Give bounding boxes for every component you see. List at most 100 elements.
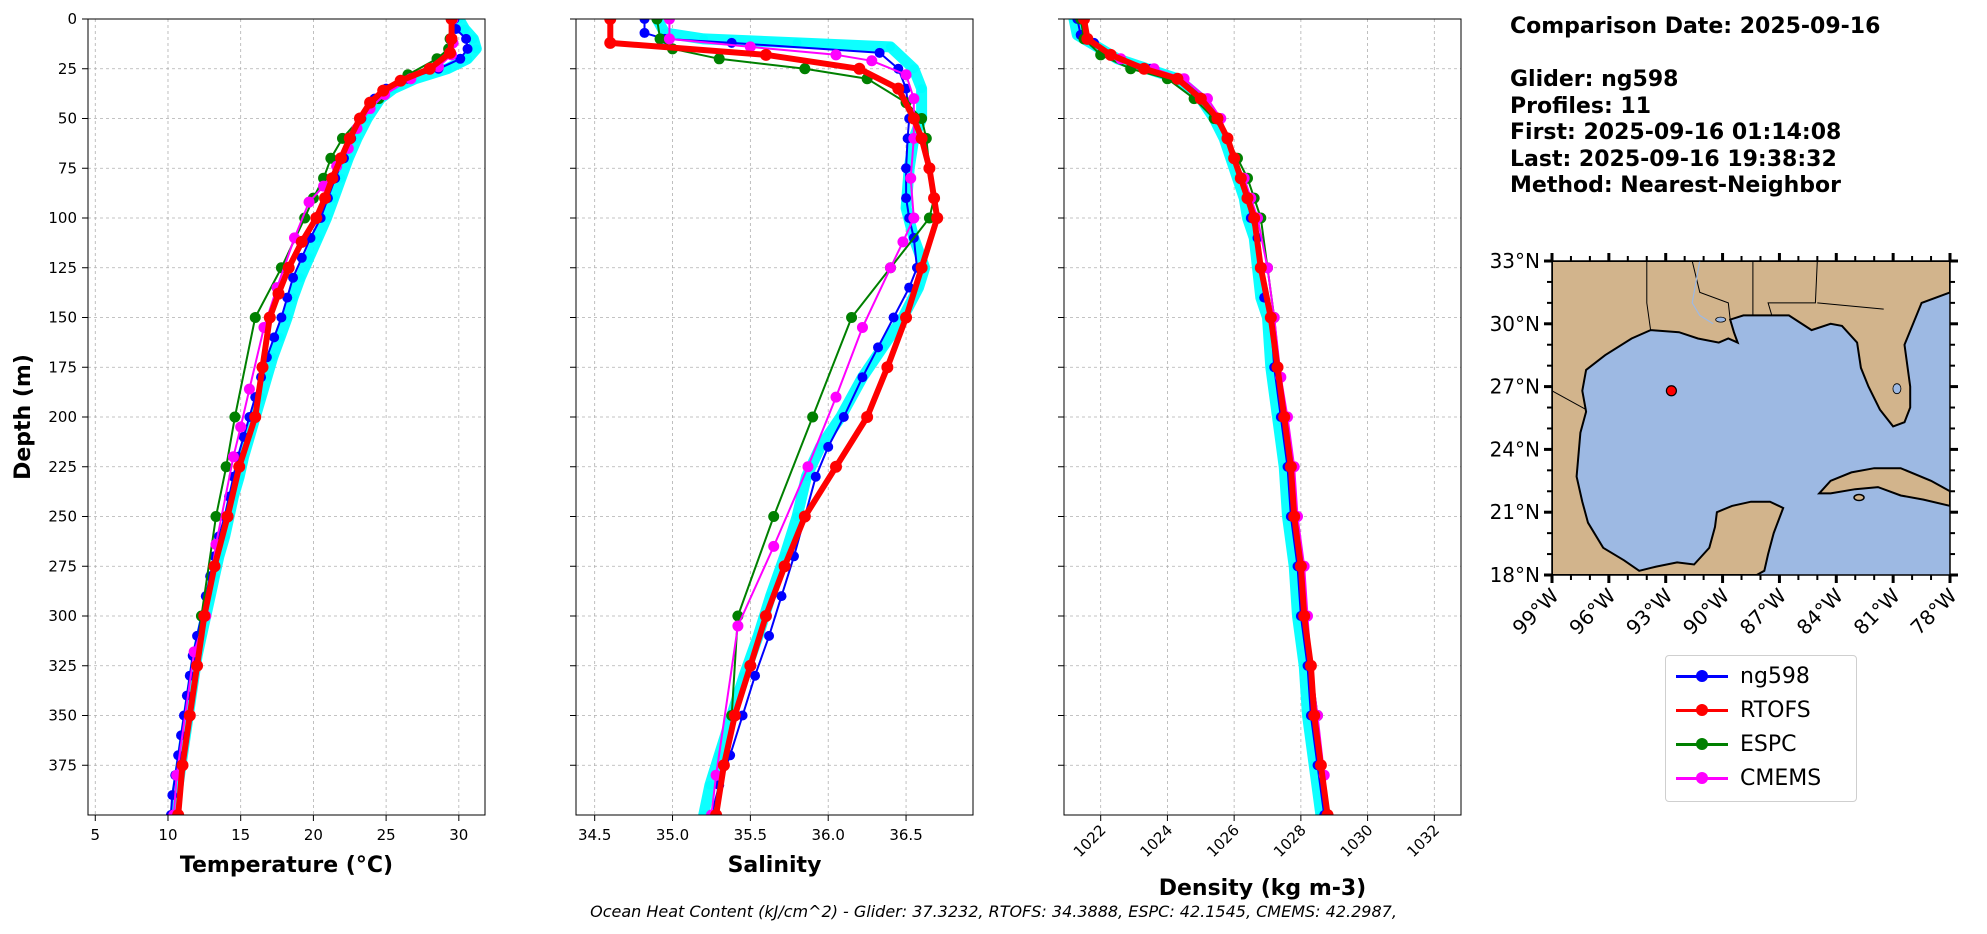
map-lon-label: 87°W	[1735, 583, 1791, 639]
data-point	[462, 43, 473, 54]
data-point	[288, 272, 299, 283]
data-point	[873, 342, 884, 353]
map-lat-label: 30°N	[1490, 312, 1540, 336]
map-lon-label: 90°W	[1678, 583, 1734, 639]
legend-swatch	[1676, 695, 1728, 725]
data-point	[1138, 62, 1151, 75]
data-point	[908, 93, 920, 105]
data-point	[792, 38, 802, 48]
data-point	[1294, 560, 1307, 573]
y-tick-label: 50	[58, 110, 77, 128]
data-point	[1284, 460, 1297, 473]
profile-panel-2: 34.5 35.0 35.5 36.0 36.5 Salinity	[570, 18, 974, 878]
data-point	[915, 132, 928, 145]
data-point	[343, 132, 356, 145]
series-ng598-profiles	[651, 19, 931, 815]
series-ng598	[639, 19, 922, 815]
data-point	[455, 53, 466, 64]
data-point	[815, 442, 825, 452]
series-line	[175, 19, 455, 815]
x-tick-label: 1030	[1337, 821, 1377, 861]
data-point	[654, 33, 666, 45]
data-point	[249, 411, 262, 423]
border-line	[1646, 261, 1652, 331]
map-lat-label: 18°N	[1490, 563, 1540, 587]
data-point	[776, 591, 787, 602]
legend-label: ng598	[1740, 663, 1810, 689]
data-point	[888, 312, 899, 323]
map-lat-label: 21°N	[1490, 500, 1540, 524]
data-point	[1221, 132, 1234, 145]
data-point	[243, 383, 255, 395]
data-point	[710, 809, 723, 815]
data-point	[732, 620, 744, 632]
data-point	[900, 69, 912, 81]
data-point	[728, 709, 741, 722]
profile-count: Profiles: 11	[1510, 93, 1652, 119]
data-point	[829, 460, 842, 473]
data-point	[461, 33, 472, 44]
land-cuba	[1816, 467, 1950, 507]
x-tick-label: 1028	[1270, 821, 1310, 861]
data-point	[272, 287, 285, 300]
data-point	[1278, 411, 1291, 423]
legend-label: CMEMS	[1740, 765, 1822, 791]
data-point	[1288, 510, 1301, 523]
x-tick-label: 1024	[1137, 821, 1177, 861]
data-point	[639, 27, 650, 38]
x-tick-label: 35.0	[656, 826, 689, 844]
data-point	[1308, 709, 1321, 722]
series-rtofs	[172, 19, 458, 815]
data-point	[768, 511, 780, 522]
x-tick-label: 1026	[1203, 821, 1243, 861]
data-point	[900, 311, 913, 324]
comparison-date: Comparison Date: 2025-09-16	[1510, 14, 1881, 39]
data-point	[802, 461, 814, 473]
legend-label: ESPC	[1740, 731, 1797, 757]
data-point	[759, 48, 772, 61]
x-tick-label: 30	[449, 826, 468, 844]
map-lat-label: 27°N	[1490, 375, 1540, 399]
y-axis-label: Depth (m)	[11, 354, 36, 480]
profile-panel-3: 1022 1024 1026 1028 1030 1032 Density (kg m-3)	[1058, 18, 1462, 901]
data-point	[282, 261, 295, 274]
data-point	[846, 312, 858, 323]
data-point	[233, 460, 246, 473]
data-point	[759, 610, 772, 622]
data-point	[798, 510, 811, 523]
series-ng598-profiles	[169, 19, 482, 815]
data-point	[249, 312, 261, 323]
legend-label: RTOFS	[1740, 697, 1811, 723]
data-point	[276, 312, 287, 323]
lake	[1892, 383, 1902, 395]
data-point	[353, 112, 366, 125]
x-axis-label: Temperature (°C)	[180, 853, 393, 878]
data-point	[866, 55, 878, 67]
y-tick-label: 0	[67, 10, 77, 28]
data-point	[881, 361, 894, 374]
data-point	[295, 273, 305, 283]
data-point	[229, 411, 241, 423]
data-point	[705, 780, 715, 790]
data-point	[917, 84, 927, 94]
lake	[1715, 316, 1727, 323]
data-point	[198, 610, 211, 622]
legend-swatch	[1676, 661, 1728, 691]
plot-area	[165, 19, 482, 815]
data-point	[663, 19, 675, 25]
y-tick-label: 375	[48, 756, 77, 774]
data-point	[1264, 311, 1277, 324]
map-lon-label: 81°W	[1849, 583, 1905, 639]
data-point	[1081, 32, 1094, 45]
series-cmems	[663, 19, 920, 815]
x-tick-label: 34.5	[578, 826, 611, 844]
legend-item-cmems: CMEMS	[1676, 763, 1821, 793]
data-point	[830, 49, 842, 61]
data-point	[1078, 19, 1091, 25]
last-time: Last: 2025-09-16 19:38:32	[1510, 146, 1837, 172]
data-point	[764, 630, 775, 641]
river	[1691, 261, 1714, 325]
data-point	[604, 36, 617, 49]
series-rtofs	[604, 19, 944, 815]
